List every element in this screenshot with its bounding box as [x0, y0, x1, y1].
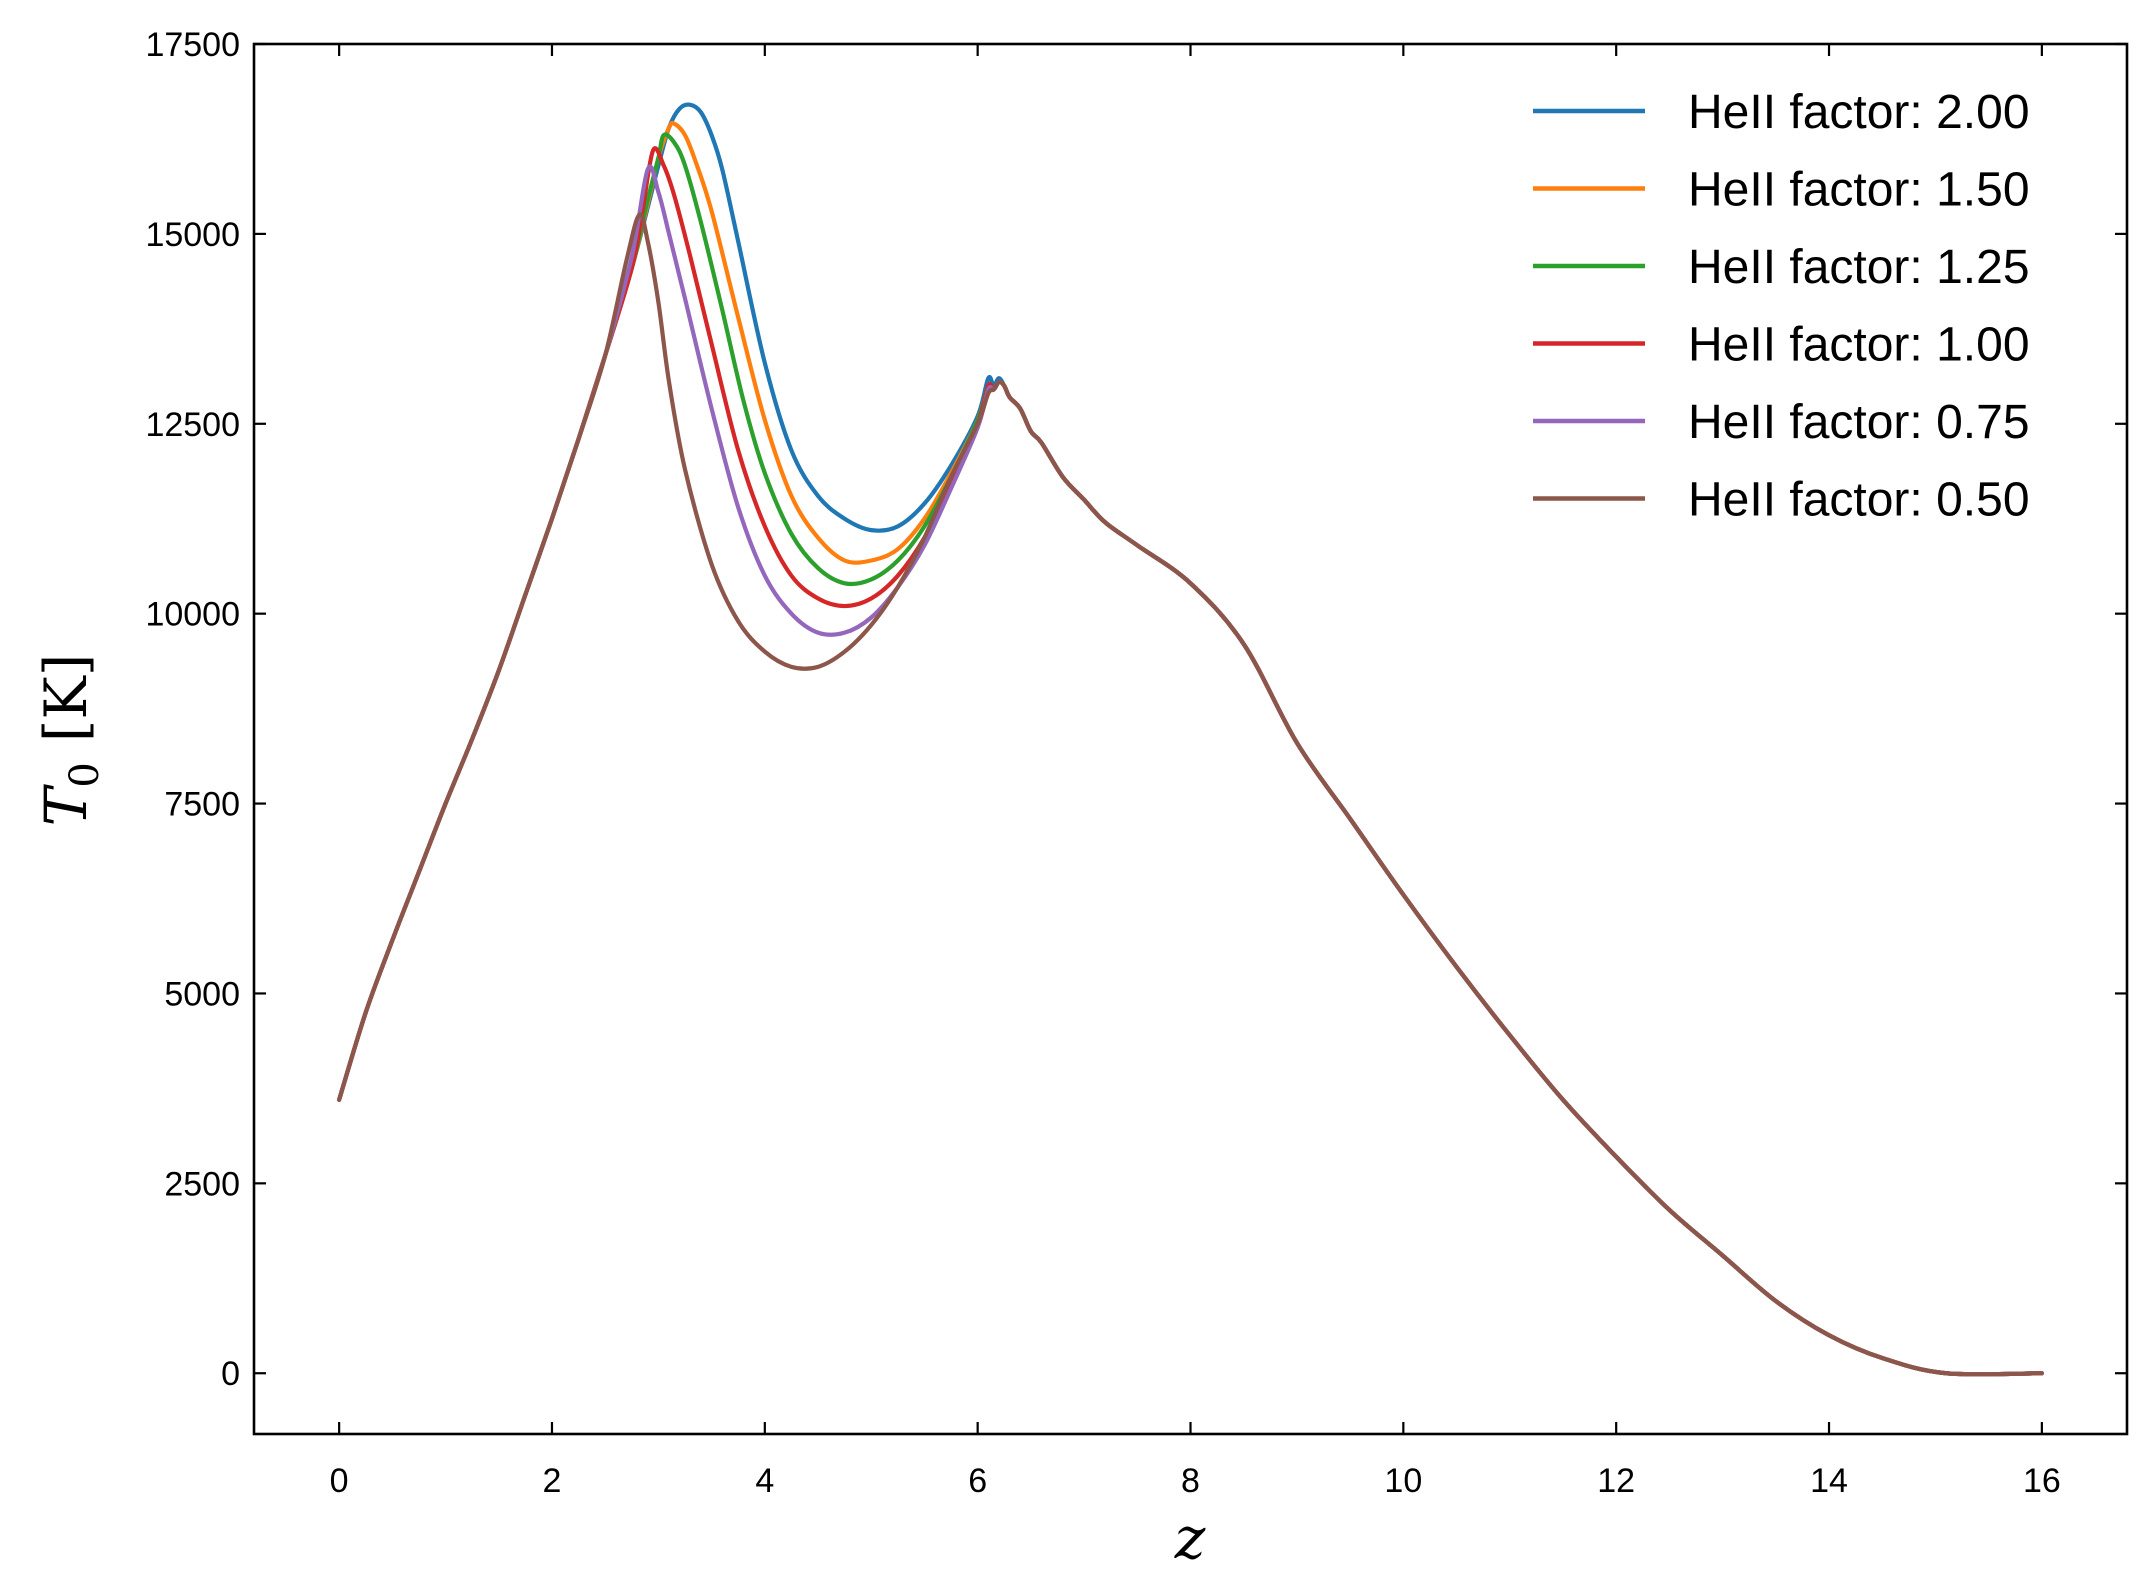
x-tick-label: 6 [968, 1462, 987, 1500]
series-layer [337, 102, 2044, 1377]
y-tick-label: 7500 [164, 786, 240, 824]
legend-label: HeII factor: 1.25 [1688, 241, 2030, 294]
y-tick-label: 15000 [145, 216, 240, 254]
svg-text:T0[K]: T0 [K] [32, 654, 108, 827]
x-tick-label: 16 [2023, 1462, 2061, 1500]
x-tick-label: 10 [1384, 1462, 1422, 1500]
x-tick-label: 14 [1810, 1462, 1848, 1500]
legend-label: HeII factor: 0.75 [1688, 396, 2030, 449]
legend-label: HeII factor: 1.00 [1688, 319, 2030, 372]
x-tick-label: 2 [543, 1462, 562, 1500]
y-tick-label: 10000 [145, 596, 240, 634]
y-tick-label: 2500 [164, 1165, 240, 1203]
y-axis-label-unit: [K] [32, 654, 100, 743]
y-axis-label: T0 [K] [32, 654, 108, 827]
y-tick-label: 0 [221, 1355, 240, 1393]
x-axis-label: z [1174, 1504, 1206, 1572]
y-tick-label: 5000 [164, 975, 240, 1013]
series-line-6 [337, 212, 2044, 1377]
x-tick-label: 12 [1597, 1462, 1635, 1500]
y-tick-label: 17500 [145, 26, 240, 64]
legend-label: HeII factor: 0.50 [1688, 474, 2030, 527]
x-axis: 0 2 4 6 8 10 12 14 16 [330, 44, 2061, 1500]
legend-label: HeII factor: 1.50 [1688, 164, 2030, 217]
legend: HeII factor: 2.00 HeII factor: 1.50 HeII f… [1533, 86, 2030, 527]
y-axis-label-subscript: 0 [62, 762, 108, 787]
y-axis-label-symbol: T [32, 783, 100, 826]
y-axis: 0 2500 5000 7500 10000 12500 15000 17500 [145, 26, 2127, 1393]
legend-label: HeII factor: 2.00 [1688, 86, 2030, 139]
x-tick-label: 4 [755, 1462, 774, 1500]
x-tick-label: 8 [1181, 1462, 1200, 1500]
plot-area [337, 102, 2044, 1377]
x-tick-label: 0 [330, 1462, 349, 1500]
y-tick-label: 12500 [145, 406, 240, 444]
